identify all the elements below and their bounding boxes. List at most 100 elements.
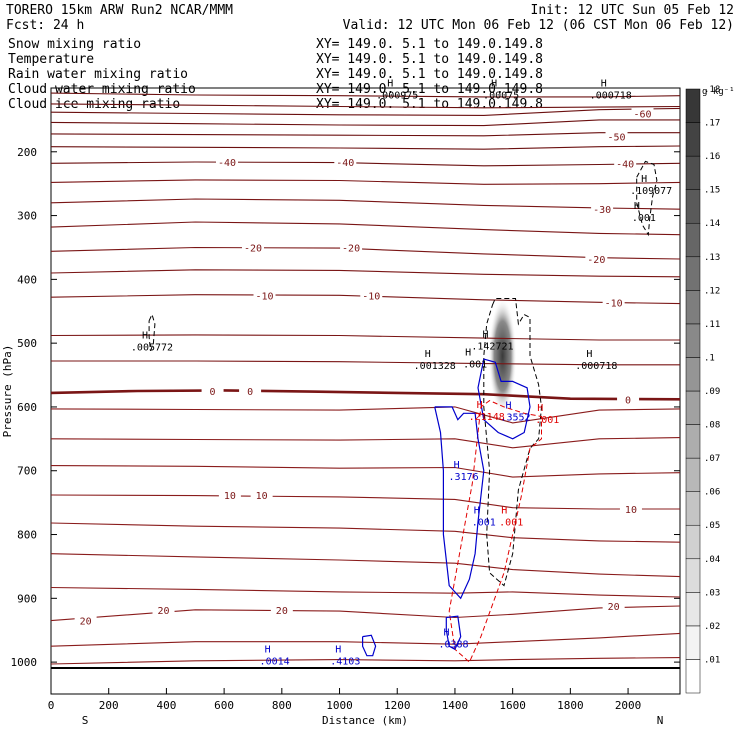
colorbar-label: .12 xyxy=(704,286,720,296)
max-value-label: .005772 xyxy=(131,342,173,353)
legend: Snow mixing ratio XY= 149.0. 5.1 to 149.… xyxy=(8,37,543,112)
x-tick-label: 800 xyxy=(272,699,292,712)
max-marker-h: H xyxy=(506,400,512,411)
max-marker-h: H xyxy=(265,645,271,656)
colorbar-cell xyxy=(685,625,701,660)
x-tick-label: 400 xyxy=(156,699,176,712)
forecast-hour: Fcst: 24 h xyxy=(6,18,84,33)
isotherm-line xyxy=(50,221,681,236)
legend-label-snow: Snow mixing ratio xyxy=(8,37,141,52)
isotherm-line xyxy=(50,465,681,478)
colorbar-cell xyxy=(685,222,701,258)
isotherm-label: 10 xyxy=(625,505,637,516)
colorbar-cell xyxy=(685,659,701,694)
colorbar-cell xyxy=(685,491,701,526)
max-value-label: .000975 xyxy=(376,90,418,101)
cloud-water-contour xyxy=(445,615,462,651)
isotherm-line xyxy=(50,103,681,109)
isotherm-labels: -60 -50 -40 -30 -20 -10 -40 -40 -20 -20 -10 -10 0 0 0 1… xyxy=(74,107,654,628)
colorbar-cell xyxy=(685,390,701,425)
colorbar-label: .07 xyxy=(704,454,720,464)
isotherm-label-bg xyxy=(270,603,293,615)
legend-label-rain: Rain water mixing ratio xyxy=(8,67,188,82)
isotherm-line xyxy=(50,269,681,278)
isotherm-line xyxy=(50,246,681,260)
rain-contour xyxy=(448,400,542,663)
max-marker-h: H xyxy=(425,349,431,360)
isotherm-label: 10 xyxy=(224,491,236,502)
colorbar-label: .05 xyxy=(704,521,720,531)
max-marker-h: H xyxy=(142,330,148,341)
max-value-label: .0388 xyxy=(438,640,468,651)
colorbar-label: .09 xyxy=(704,387,720,397)
isotherm-line xyxy=(50,92,681,98)
x-tick-label: 0 xyxy=(48,699,55,712)
isotherm-label: -20 xyxy=(587,255,605,266)
isotherm-label-bg xyxy=(201,385,224,396)
isotherm-label: -30 xyxy=(593,205,611,216)
max-marker-h: H xyxy=(477,400,483,411)
max-marker-h: H xyxy=(634,201,640,212)
colorbar-cell xyxy=(685,155,701,190)
isotherm-label: -40 xyxy=(616,159,634,170)
isotherm-line xyxy=(50,586,681,598)
isotherm-label: -50 xyxy=(607,132,625,143)
legend-label-temperature: Temperature xyxy=(8,52,94,67)
isotherm-label: 0 xyxy=(625,395,631,406)
colorbar-cell xyxy=(685,457,701,492)
isotherm-label: 0 xyxy=(247,387,253,398)
max-marker-h: H xyxy=(586,349,592,360)
header: TORERO 15km ARW Run2 NCAR/MMM Init: 12 U… xyxy=(6,3,734,33)
colorbar-cell xyxy=(685,88,701,123)
isotherm-line xyxy=(50,145,681,150)
colorbar-label: .1 xyxy=(704,353,715,363)
max-value-label: .142721 xyxy=(471,342,513,353)
plot-frame xyxy=(50,87,681,695)
isotherm-line xyxy=(50,334,680,341)
isotherm-line xyxy=(50,553,681,578)
max-marker-h: H xyxy=(335,645,341,656)
snow-dashed-contours xyxy=(148,160,658,587)
isotherm-label-bg xyxy=(239,385,262,396)
max-value-label: .00075 xyxy=(483,90,519,101)
isotherm-label-bg xyxy=(591,203,614,215)
y-tick-label: 900 xyxy=(17,592,37,605)
colorbar-cell xyxy=(685,323,701,358)
isotherm-label-bg xyxy=(334,155,357,167)
max-marker-h: H xyxy=(641,174,647,185)
colorbar-label: .18 xyxy=(704,85,720,95)
colorbar-cell xyxy=(685,592,701,627)
colorbar-label: .14 xyxy=(704,219,720,229)
isotherm-line xyxy=(50,119,680,127)
isotherm-label: -60 xyxy=(633,110,651,121)
x-tick-label: 1400 xyxy=(442,699,469,712)
isotherm-label: -10 xyxy=(362,291,380,302)
y-tick-label: 1000 xyxy=(11,656,38,669)
colorbar-cell xyxy=(685,122,701,157)
max-value-label: .000718 xyxy=(590,90,632,101)
maxima-labels: H.005772H.001328H.142721H.001H.000718H.1… xyxy=(131,78,672,667)
max-marker-h: H xyxy=(601,78,607,89)
max-value-label: .3176 xyxy=(449,472,479,483)
colorbar-label: .04 xyxy=(704,555,720,565)
isotherm-label: 10 xyxy=(256,491,268,502)
isotherm-line xyxy=(50,522,681,543)
max-marker-h: H xyxy=(501,506,507,517)
cloud-water-contour xyxy=(362,634,377,657)
x-tick-label: 200 xyxy=(99,699,119,712)
isotherm-label-bg xyxy=(253,289,276,301)
valid-time: Valid: 12 UTC Mon 06 Feb 12 (06 CST Mon … xyxy=(343,18,734,33)
snow-contour xyxy=(636,160,658,237)
cloud-water-contour xyxy=(477,358,531,440)
colorbar-label: .01 xyxy=(704,655,720,665)
max-value-label: .000718 xyxy=(575,361,617,372)
colorbar-label: .03 xyxy=(704,588,720,598)
max-marker-h: H xyxy=(454,460,460,471)
colorbar-label: .02 xyxy=(704,622,720,632)
isotherm-line xyxy=(50,632,681,647)
isotherm-label: -40 xyxy=(336,158,354,169)
isotherm-line xyxy=(50,437,681,449)
y-tick-label: 500 xyxy=(17,337,37,350)
isotherm-line xyxy=(50,198,681,210)
